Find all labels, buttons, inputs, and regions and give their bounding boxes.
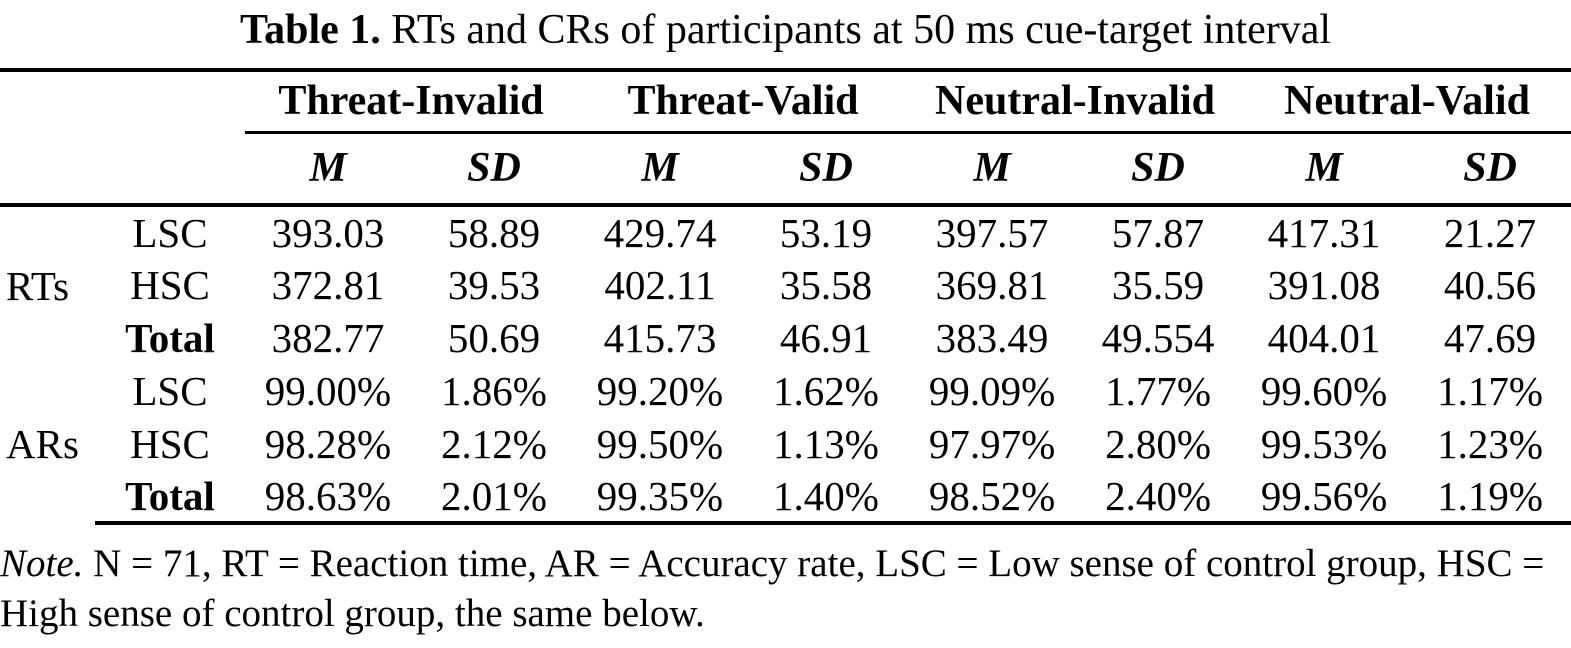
table-cell: 98.28% [264,420,392,467]
table-row-rts-total: Total 382.77 50.69 415.73 46.91 383.49 4… [0,311,1571,364]
col-group-threat-valid: Threat-Valid [577,70,910,134]
table-cell: 383.49 [935,314,1049,361]
table-cell: 53.19 [779,209,873,256]
table-note: Note. N = 71, RT = Reaction time, AR = A… [0,539,1571,639]
rowgroup-label-ars: ARs [6,420,79,467]
table-cell: 1.19% [1407,470,1571,525]
table-row-rts-hsc: HSC 372.81 39.53 402.11 35.58 369.81 35.… [0,258,1571,311]
header-sd-4: SD [1407,132,1571,207]
table-title: Table 1. RTs and CRs of participants at … [0,0,1571,55]
table-cell: 98.63% [245,470,411,525]
table-cell: 99.09% [928,367,1056,414]
table-cell: 35.59 [1111,261,1205,308]
row-label-total: Total [95,470,245,525]
row-label-hsc: HSC [130,420,210,467]
stub-spacer [0,70,245,132]
header-m-1: M [245,132,411,207]
results-table: Threat-Invalid Threat-Valid Neutral-Inva… [0,68,1571,525]
subheader-row: M SD M SD M SD M SD [0,132,1571,207]
table-cell: 99.60% [1260,367,1388,414]
table-cell: 35.58 [779,261,873,308]
header-sd-3: SD [1075,132,1242,207]
table-cell: 58.89 [447,209,541,256]
table-cell: 417.31 [1267,209,1381,256]
rowgroup-label-rts: RTs [6,262,70,309]
header-m-3: M [909,132,1076,207]
table-cell: 39.53 [447,261,541,308]
note-label: Note. [0,542,84,585]
table-cell: 97.97% [928,420,1056,467]
header-sd-1: SD [411,132,577,207]
row-label-lsc: LSC [132,367,208,414]
column-group-header-row: Threat-Invalid Threat-Valid Neutral-Inva… [0,70,1571,134]
table-cell: 2.12% [441,420,547,467]
table-row-ars-total: Total 98.63% 2.01% 99.35% 1.40% 98.52% 2… [0,470,1571,525]
table-row-ars-lsc: ARs LSC 99.00% 1.86% 99.20% 1.62% 99.09%… [0,364,1571,467]
table-cell: 1.23% [1437,420,1543,467]
header-sd-2: SD [743,132,910,207]
table-cell: 1.86% [441,367,547,414]
table-cell: 1.40% [743,470,910,525]
table-cell: 98.52% [909,470,1076,525]
table-cell: 49.554 [1101,314,1215,361]
table-row-rts-lsc: RTs LSC 393.03 58.89 429.74 53.19 397.57… [0,205,1571,309]
row-label-lsc: LSC [132,209,208,256]
header-m-2: M [577,132,743,207]
table-cell: 415.73 [603,314,717,361]
header-m-4: M [1241,132,1408,207]
table-cell: 46.91 [779,314,873,361]
table-cell: 382.77 [271,314,385,361]
table-cell: 391.08 [1267,261,1381,308]
table-row-ars-hsc: HSC 98.28% 2.12% 99.50% 1.13% 97.97% 2.8… [0,417,1571,470]
table-cell: 429.74 [603,209,717,256]
table-cell: 1.13% [773,420,879,467]
table-cell: 1.62% [773,367,879,414]
table-cell: 393.03 [271,209,385,256]
table-cell: 372.81 [271,261,385,308]
col-group-threat-invalid: Threat-Invalid [245,70,577,134]
table-cell: 99.50% [596,420,724,467]
stub-spacer [0,132,245,207]
col-group-neutral-invalid: Neutral-Invalid [909,70,1242,134]
table-cell: 1.17% [1437,367,1543,414]
table-cell: 1.77% [1105,367,1211,414]
table-cell: 402.11 [604,261,716,308]
table-cell: 21.27 [1443,209,1537,256]
table-cell: 2.80% [1105,420,1211,467]
table-cell: 404.01 [1267,314,1381,361]
table-cell: 40.56 [1443,261,1537,308]
table-cell: 2.40% [1075,470,1242,525]
table-cell: 397.57 [935,209,1049,256]
table-cell: 99.00% [264,367,392,414]
table-number: Table 1. [239,7,381,53]
row-label-hsc: HSC [130,261,210,308]
table-cell: 50.69 [447,314,541,361]
table-caption: RTs and CRs of participants at 50 ms cue… [391,7,1332,53]
table-cell: 369.81 [935,261,1049,308]
col-group-neutral-valid: Neutral-Valid [1241,70,1571,134]
row-label-total: Total [125,314,215,361]
table-cell: 57.87 [1111,209,1205,256]
table-cell: 47.69 [1443,314,1537,361]
table-cell: 99.20% [596,367,724,414]
table-cell: 99.35% [577,470,743,525]
table-cell: 99.53% [1260,420,1388,467]
note-text: N = 71, RT = Reaction time, AR = Accurac… [0,542,1545,635]
table-cell: 99.56% [1241,470,1408,525]
table-cell: 2.01% [411,470,577,525]
